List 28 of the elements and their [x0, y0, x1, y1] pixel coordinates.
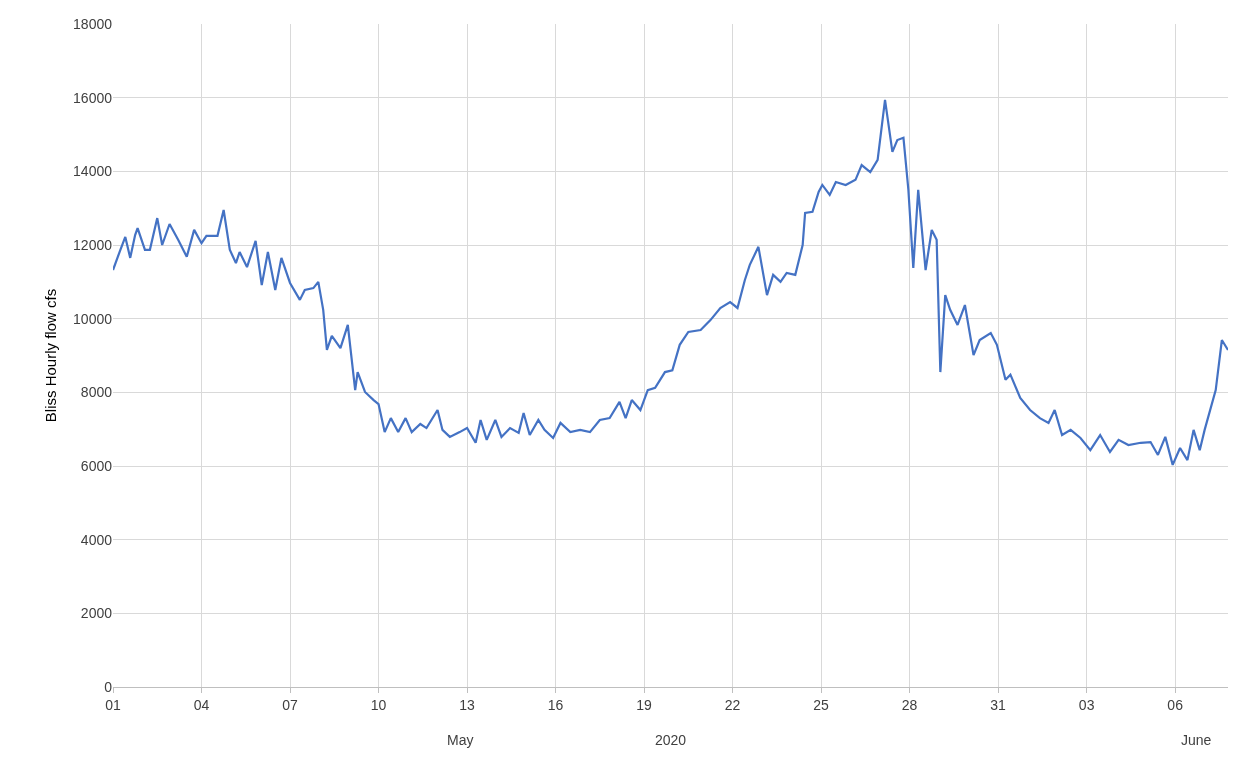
x-tick-label: 28 [901, 696, 918, 713]
text: 2020 [655, 732, 687, 748]
line-series [113, 98, 1228, 466]
x-tick-label: 25 [813, 696, 830, 713]
y-tick-label: 18000 [73, 15, 113, 32]
y-tick-label: 8000 [80, 384, 113, 401]
x-tick-label: 03 [1078, 696, 1095, 713]
x-tick-label: 13 [459, 696, 476, 713]
x-tick-label: 16 [547, 696, 564, 713]
y-tick-label: 4000 [80, 531, 113, 548]
x-tick-label: 19 [636, 696, 653, 713]
y-axis-title: Bliss Hourly flow cfs [42, 288, 60, 423]
y-tick-label: 14000 [73, 163, 113, 180]
x-tick-label: 10 [370, 696, 387, 713]
x-tick-label: 07 [282, 696, 299, 713]
x-tick-label: 04 [193, 696, 210, 713]
text: May [447, 732, 474, 748]
x-tick-label: 06 [1167, 696, 1184, 713]
y-tick-label: 2000 [80, 605, 113, 622]
x-tick-label: 01 [105, 696, 121, 713]
y-tick-label: 10000 [73, 310, 113, 327]
y-tick-label: 12000 [73, 236, 113, 253]
y-tick-label: 16000 [73, 89, 113, 106]
y-tick-label: 0 [104, 678, 113, 695]
y-tick-label: 6000 [80, 457, 113, 474]
text: June [1181, 732, 1212, 748]
x-tick-label: 22 [724, 696, 741, 713]
x-tick-label: 31 [990, 696, 1007, 713]
